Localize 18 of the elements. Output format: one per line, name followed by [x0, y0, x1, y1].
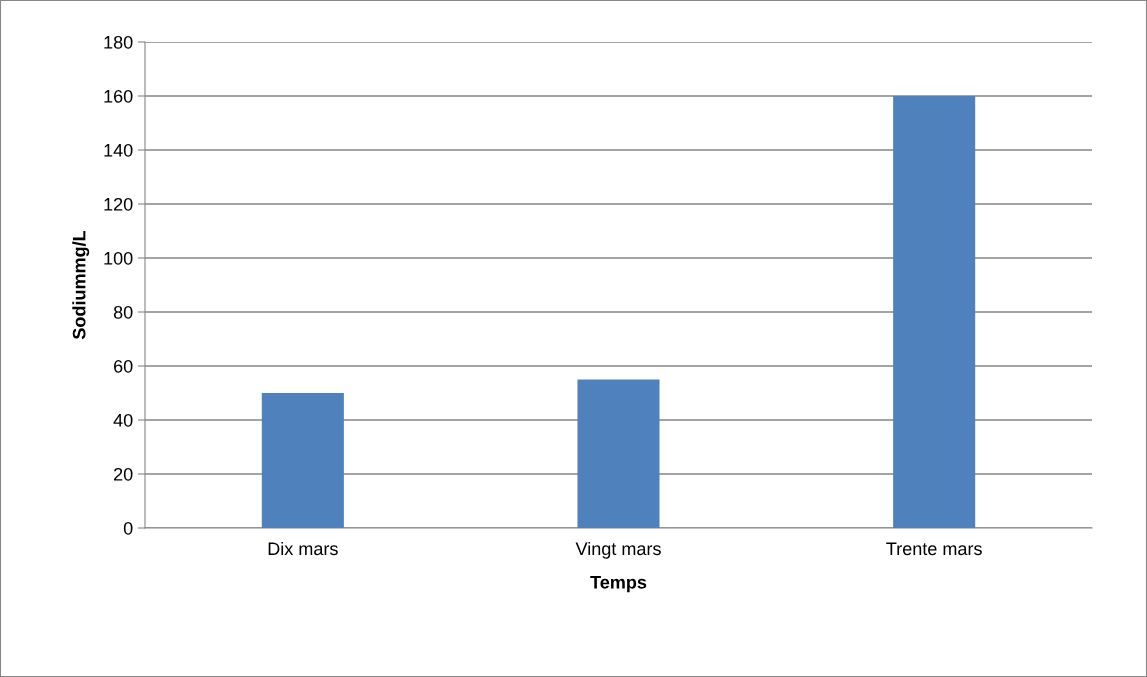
y-axis-title: Sodiummg/L [72, 230, 90, 340]
y-tick-label: 140 [104, 143, 133, 157]
bar [893, 96, 976, 528]
bar [577, 379, 660, 528]
y-tick-label: 180 [104, 35, 133, 49]
y-tick-label: 60 [114, 359, 133, 373]
y-tick-label: 20 [114, 467, 133, 481]
x-tick-label: Vingt mars [575, 541, 661, 559]
y-tick-label: 0 [123, 521, 133, 535]
y-tick-label: 100 [104, 251, 133, 265]
y-tick-label: 80 [113, 305, 133, 319]
x-axis-title: Temps [590, 576, 647, 593]
bar [261, 393, 344, 528]
y-tick-label: 40 [113, 413, 133, 427]
x-tick-label: Dix mars [268, 541, 338, 556]
x-tick-label: Trente mars [886, 542, 982, 556]
y-tick-label: 160 [104, 89, 133, 103]
y-tick-label: 120 [104, 197, 133, 211]
